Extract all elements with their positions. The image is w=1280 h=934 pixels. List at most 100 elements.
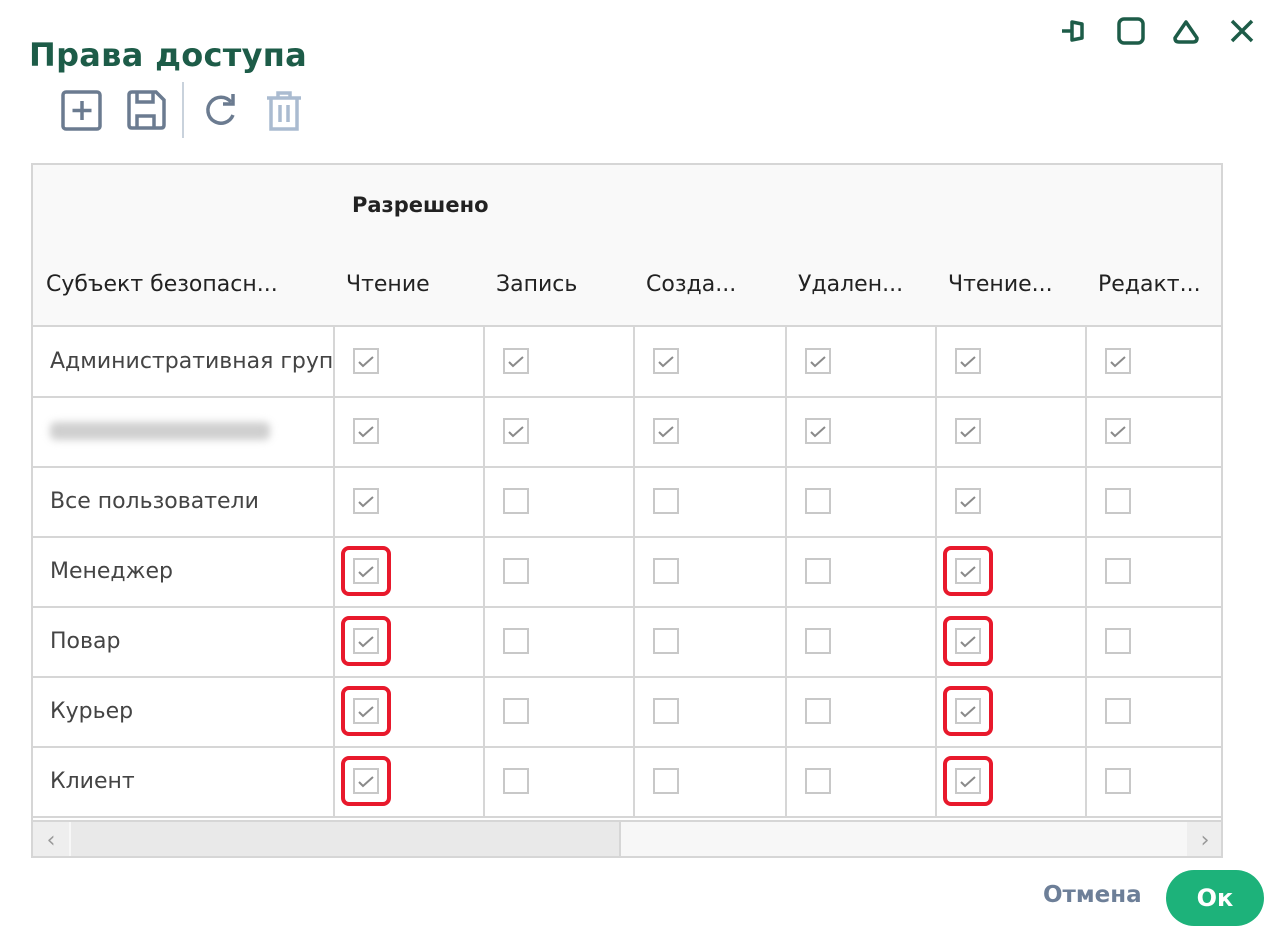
permission-checkbox[interactable] bbox=[353, 348, 379, 374]
permission-checkbox[interactable] bbox=[503, 348, 529, 374]
permission-cell bbox=[633, 326, 787, 398]
permission-cell bbox=[633, 746, 787, 818]
maximize-icon[interactable] bbox=[1114, 14, 1148, 48]
permission-cell bbox=[633, 396, 787, 468]
save-icon[interactable] bbox=[124, 88, 168, 132]
permission-checkbox[interactable] bbox=[955, 348, 981, 374]
check-icon bbox=[960, 566, 976, 578]
permission-checkbox[interactable] bbox=[653, 628, 679, 654]
row-subject: Клиент bbox=[33, 746, 335, 818]
permission-checkbox[interactable] bbox=[805, 558, 831, 584]
permission-checkbox[interactable] bbox=[353, 698, 379, 724]
permission-checkbox[interactable] bbox=[1105, 698, 1131, 724]
permission-checkbox[interactable] bbox=[805, 348, 831, 374]
permission-checkbox[interactable] bbox=[503, 698, 529, 724]
permission-checkbox[interactable] bbox=[1105, 348, 1131, 374]
permission-cell bbox=[1085, 326, 1221, 398]
check-icon bbox=[358, 426, 374, 438]
dialog-title: Права доступа bbox=[29, 36, 308, 74]
column-header[interactable]: Удален... bbox=[785, 244, 937, 327]
permission-checkbox[interactable] bbox=[1105, 488, 1131, 514]
pin-icon[interactable] bbox=[1060, 14, 1094, 48]
permission-checkbox[interactable] bbox=[503, 768, 529, 794]
permission-cell bbox=[1085, 466, 1221, 538]
check-icon bbox=[810, 426, 826, 438]
permission-checkbox[interactable] bbox=[805, 488, 831, 514]
ok-button[interactable]: Ок bbox=[1166, 870, 1264, 926]
scroll-right-icon[interactable]: › bbox=[1187, 822, 1221, 856]
permission-checkbox[interactable] bbox=[353, 558, 379, 584]
check-icon bbox=[358, 566, 374, 578]
permission-checkbox[interactable] bbox=[653, 488, 679, 514]
permission-cell bbox=[483, 536, 635, 608]
permission-checkbox[interactable] bbox=[653, 768, 679, 794]
permission-checkbox[interactable] bbox=[503, 418, 529, 444]
permission-checkbox[interactable] bbox=[1105, 418, 1131, 444]
permission-cell bbox=[633, 676, 787, 748]
check-icon bbox=[1110, 356, 1126, 368]
permission-checkbox[interactable] bbox=[503, 488, 529, 514]
permission-cell bbox=[483, 746, 635, 818]
permission-checkbox[interactable] bbox=[1105, 558, 1131, 584]
row-subject: Административная груп bbox=[33, 326, 335, 398]
permission-checkbox[interactable] bbox=[955, 698, 981, 724]
permission-cell bbox=[333, 536, 485, 608]
permission-checkbox[interactable] bbox=[955, 628, 981, 654]
permissions-grid: Разрешено Субъект безопасн... ‹ › Чтение… bbox=[31, 163, 1223, 858]
column-header[interactable]: Редакт... bbox=[1085, 244, 1221, 327]
permission-cell bbox=[333, 326, 485, 398]
permission-cell bbox=[785, 396, 937, 468]
permission-checkbox[interactable] bbox=[353, 768, 379, 794]
permission-cell bbox=[935, 676, 1087, 748]
permission-checkbox[interactable] bbox=[653, 348, 679, 374]
permission-checkbox[interactable] bbox=[955, 558, 981, 584]
permission-checkbox[interactable] bbox=[653, 698, 679, 724]
permission-checkbox[interactable] bbox=[955, 768, 981, 794]
permission-checkbox[interactable] bbox=[653, 418, 679, 444]
column-header[interactable]: Чтение bbox=[333, 244, 485, 327]
permission-checkbox[interactable] bbox=[1105, 628, 1131, 654]
permission-cell bbox=[935, 536, 1087, 608]
permission-cell bbox=[483, 396, 635, 468]
close-icon[interactable] bbox=[1225, 14, 1259, 48]
check-icon bbox=[358, 776, 374, 788]
check-icon bbox=[358, 706, 374, 718]
permission-cell bbox=[333, 676, 485, 748]
check-icon bbox=[960, 776, 976, 788]
add-icon[interactable] bbox=[60, 88, 104, 132]
column-header-subject[interactable]: Субъект безопасн... bbox=[33, 244, 335, 327]
redacted-subject bbox=[50, 422, 270, 440]
permission-cell bbox=[333, 396, 485, 468]
check-icon bbox=[960, 356, 976, 368]
toolbar-divider bbox=[182, 82, 184, 138]
column-header[interactable]: Запись bbox=[483, 244, 635, 327]
permission-checkbox[interactable] bbox=[805, 768, 831, 794]
check-icon bbox=[1110, 426, 1126, 438]
scroll-left-icon[interactable]: ‹ bbox=[33, 822, 69, 856]
permission-checkbox[interactable] bbox=[1105, 768, 1131, 794]
scrollbar-thumb[interactable] bbox=[71, 822, 621, 856]
permission-checkbox[interactable] bbox=[503, 558, 529, 584]
permission-checkbox[interactable] bbox=[353, 628, 379, 654]
permission-checkbox[interactable] bbox=[805, 628, 831, 654]
column-header[interactable]: Чтение... bbox=[935, 244, 1087, 327]
column-header[interactable]: Созда... bbox=[633, 244, 787, 327]
permission-checkbox[interactable] bbox=[955, 488, 981, 514]
permission-checkbox[interactable] bbox=[955, 418, 981, 444]
permission-cell bbox=[1085, 746, 1221, 818]
permission-cell bbox=[333, 466, 485, 538]
permission-checkbox[interactable] bbox=[503, 628, 529, 654]
check-icon bbox=[960, 496, 976, 508]
permission-checkbox[interactable] bbox=[805, 698, 831, 724]
cancel-button[interactable]: Отмена bbox=[1043, 882, 1142, 908]
permission-checkbox[interactable] bbox=[805, 418, 831, 444]
refresh-icon[interactable] bbox=[198, 88, 242, 132]
row-subject: Курьер bbox=[33, 676, 335, 748]
permission-checkbox[interactable] bbox=[353, 418, 379, 444]
permission-checkbox[interactable] bbox=[653, 558, 679, 584]
permission-checkbox[interactable] bbox=[353, 488, 379, 514]
permission-cell bbox=[785, 466, 937, 538]
horizontal-scrollbar[interactable]: ‹ › bbox=[33, 820, 1221, 856]
check-icon bbox=[508, 426, 524, 438]
collapse-icon[interactable] bbox=[1169, 14, 1203, 48]
